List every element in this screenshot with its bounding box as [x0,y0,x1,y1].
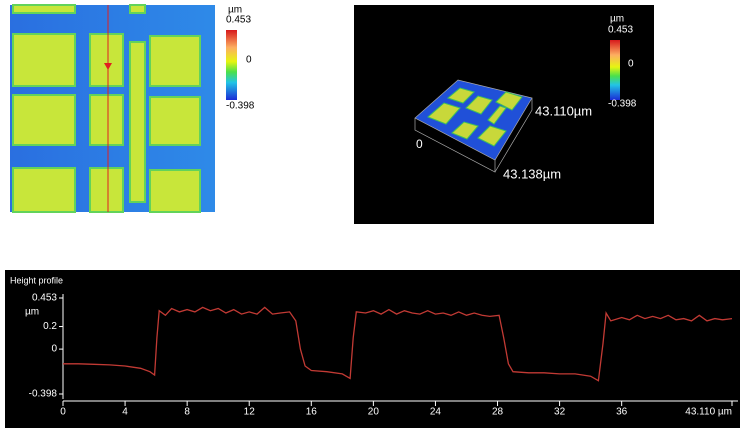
x-tick-label: 32 [554,407,566,418]
x-tick-label: 16 [306,407,318,418]
y-tick-label: -0.398 [29,389,58,400]
origin-label: 0 [416,137,423,151]
x-tick-label: 43.110 µm [685,407,732,418]
y-tick-label: 0.453 [32,293,57,304]
x-tick-label: 36 [616,407,628,418]
height-map: µm 0.453 0 -0.398 [10,5,255,212]
x-tick-label: 4 [122,407,128,418]
colorbar-min: -0.398 [226,101,255,112]
extent-label: 43.110µm [535,103,592,118]
chart-title: Height profile [10,275,63,285]
colorbar-unit: µm [610,14,624,25]
x-tick-label: 8 [184,407,190,418]
y-tick-label: 0 [51,344,57,355]
colorbar-max: 0.453 [608,25,633,36]
page: {"height_map": {"unit": "µm", "max": "0.… [0,0,742,430]
y-tick-label: 0.2 [43,321,57,332]
colorbar-max: 0.453 [226,15,251,26]
screen: µm 0.453 0 -0.398 µm 0.453 0 -0.398 43.1… [0,0,742,430]
x-tick-label: 12 [244,407,256,418]
x-tick-label: 0 [60,407,66,418]
x-tick-label: 20 [368,407,380,418]
x-tick-label: 24 [430,407,442,418]
x-tick-label: 28 [492,407,504,418]
colorbar-min: -0.398 [608,99,637,110]
extent-label: 43.138µm [503,166,561,181]
y-axis-label: µm [25,307,39,318]
colorbar-mid: 0 [628,59,634,70]
view-3d: µm 0.453 0 -0.398 43.110µm 43.138µm 0 [354,5,654,224]
colorbar-mid: 0 [246,55,252,66]
